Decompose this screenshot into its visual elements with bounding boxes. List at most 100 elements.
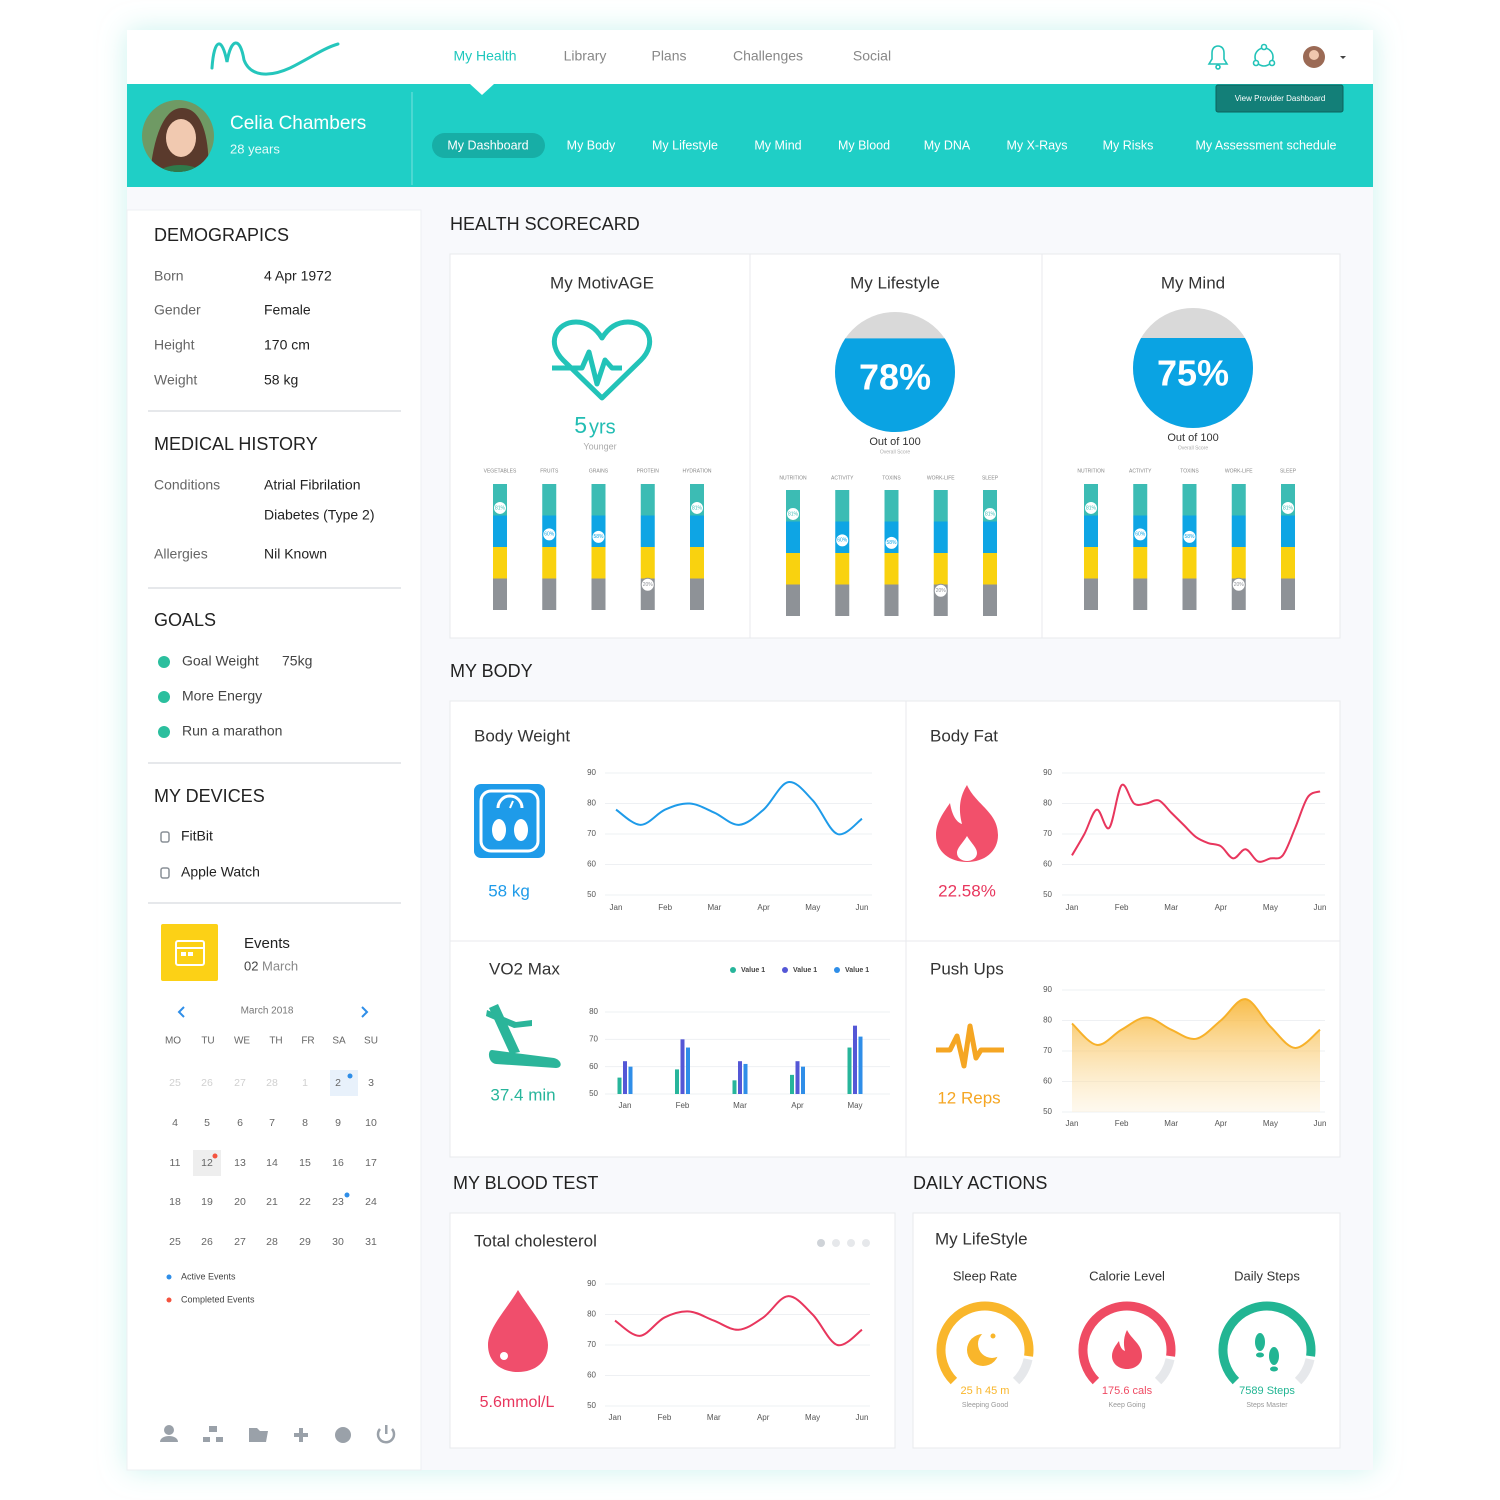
x-tick-label: Jun (1314, 903, 1327, 912)
share-icon-part[interactable] (1252, 59, 1260, 67)
calendar-day[interactable]: 11 (170, 1157, 181, 1169)
x-tick-label: Feb (658, 1413, 672, 1422)
calendar-day[interactable]: 28 (266, 1236, 278, 1248)
calendar-day[interactable]: 24 (365, 1196, 377, 1208)
calendar-day[interactable]: 16 (332, 1157, 344, 1169)
calendar-day[interactable]: 19 (201, 1196, 213, 1208)
calendar-day[interactable]: 6 (237, 1117, 243, 1129)
tab[interactable]: My Dashboard (447, 138, 528, 152)
nav-item[interactable]: Social (853, 48, 891, 64)
bar-marker (1231, 577, 1246, 592)
calendar-day[interactable]: 28 (266, 1077, 278, 1089)
sidebar-toolbar-part[interactable] (376, 1428, 396, 1444)
calendar-day[interactable]: 25 (169, 1236, 181, 1248)
calendar-day[interactable]: 15 (299, 1157, 311, 1169)
calendar-day[interactable]: 13 (234, 1157, 246, 1169)
tab[interactable]: My DNA (924, 138, 971, 152)
pagination-part[interactable] (847, 1239, 855, 1247)
events-month: March (262, 958, 298, 973)
sidebar-toolbar-part[interactable] (335, 1427, 351, 1443)
calendar-day[interactable]: 4 (172, 1117, 178, 1129)
x-tick-label: Jan (1066, 903, 1079, 912)
bell-icon-part[interactable] (1207, 45, 1229, 65)
sidebar-toolbar[interactable] (160, 1425, 396, 1444)
calendar-arrow[interactable] (177, 1006, 369, 1018)
sidebar-toolbar-part[interactable] (385, 1425, 388, 1434)
active-tab[interactable] (432, 133, 545, 158)
calendar-day[interactable]: 14 (266, 1157, 278, 1169)
calendar-day[interactable]: 17 (365, 1157, 377, 1169)
y-tick-label: 60 (589, 1062, 598, 1071)
calendar-day[interactable]: 1 (302, 1077, 308, 1089)
bell-icon-part[interactable] (1215, 64, 1221, 70)
pagination-part[interactable] (832, 1239, 840, 1247)
tab[interactable]: My Body (567, 138, 616, 152)
bar-marker (1182, 529, 1197, 544)
user-avatar-part[interactable] (1309, 50, 1319, 60)
tab[interactable]: My Blood (838, 138, 890, 152)
calendar-day[interactable]: 12 (201, 1157, 213, 1169)
tab[interactable]: My Lifestyle (652, 138, 718, 152)
button-label[interactable]: View Provider Dashboard (1235, 94, 1326, 103)
event-dot-part (166, 1274, 172, 1280)
bell-icon[interactable] (1207, 45, 1229, 70)
sidebar-toolbar-part[interactable] (209, 1426, 217, 1432)
calendar-day[interactable]: 3 (368, 1077, 374, 1089)
share-icon-part[interactable] (1260, 43, 1268, 51)
y-tick-label: 70 (1043, 829, 1052, 838)
profile-photo-part (166, 119, 196, 157)
nav-item[interactable]: Library (564, 48, 607, 64)
share-icon-part[interactable] (1268, 59, 1276, 67)
tab[interactable]: My Assessment schedule (1195, 138, 1336, 152)
pagination-part[interactable] (817, 1239, 825, 1247)
calendar-day[interactable]: 30 (332, 1236, 344, 1248)
user-avatar-part[interactable] (1340, 56, 1346, 59)
tab[interactable]: My X-Rays (1006, 138, 1067, 152)
tab[interactable]: My Mind (754, 138, 801, 152)
calendar-day[interactable]: 8 (302, 1117, 308, 1129)
logo[interactable] (210, 41, 340, 76)
calendar-day[interactable]: 10 (365, 1117, 377, 1129)
provider-button[interactable] (1215, 84, 1344, 113)
watch-icon (160, 831, 170, 879)
calendar-day[interactable]: 20 (234, 1196, 246, 1208)
field-value: Atrial Fibrilation (264, 477, 360, 493)
sidebar-toolbar-part[interactable] (249, 1428, 268, 1442)
calendar-arrow-part[interactable] (361, 1006, 369, 1018)
sidebar-toolbar-part[interactable] (216, 1437, 223, 1442)
share-icon[interactable] (1252, 43, 1276, 67)
calendar-day[interactable]: 22 (299, 1196, 311, 1208)
calendar-day[interactable]: 26 (201, 1236, 213, 1248)
sidebar-toolbar-part[interactable] (203, 1437, 210, 1442)
calendar-day[interactable]: 26 (201, 1077, 213, 1089)
calendar-arrow-part[interactable] (177, 1006, 185, 1018)
user-avatar[interactable] (1303, 46, 1346, 68)
calendar-day[interactable]: 27 (234, 1236, 246, 1248)
calendar-day[interactable]: 18 (169, 1196, 181, 1208)
nav-item[interactable]: Plans (651, 48, 686, 64)
calendar-day[interactable]: 25 (169, 1077, 181, 1089)
calendar-day[interactable]: 9 (335, 1117, 341, 1129)
nav-item[interactable]: Challenges (733, 48, 803, 64)
calendar-day[interactable]: 27 (234, 1077, 246, 1089)
calendar-day[interactable]: 29 (299, 1236, 311, 1248)
calendar-day[interactable]: 2 (335, 1077, 341, 1089)
calendar-day[interactable]: 5 (204, 1117, 210, 1129)
nav-item[interactable]: My Health (453, 48, 516, 64)
sidebar-toolbar-part[interactable] (164, 1425, 174, 1435)
sidebar-toolbar-part[interactable] (294, 1433, 308, 1437)
calendar-day[interactable]: 23 (332, 1196, 344, 1208)
bar-marker (786, 506, 800, 521)
calendar-day[interactable]: 7 (269, 1117, 275, 1129)
bar-category: ACTIVITY (1129, 468, 1152, 474)
y-tick-label: 60 (1043, 860, 1052, 869)
calendar-day[interactable]: 31 (365, 1236, 377, 1248)
card-title: My Mind (1161, 273, 1225, 292)
pagination[interactable] (817, 1239, 870, 1247)
calendar-day[interactable]: 21 (266, 1196, 278, 1208)
field-value: 4 Apr 1972 (264, 268, 332, 284)
pagination-part[interactable] (862, 1239, 870, 1247)
sidebar-toolbar-part[interactable] (160, 1436, 178, 1442)
goal-value: 75kg (282, 653, 312, 669)
tab[interactable]: My Risks (1103, 138, 1154, 152)
